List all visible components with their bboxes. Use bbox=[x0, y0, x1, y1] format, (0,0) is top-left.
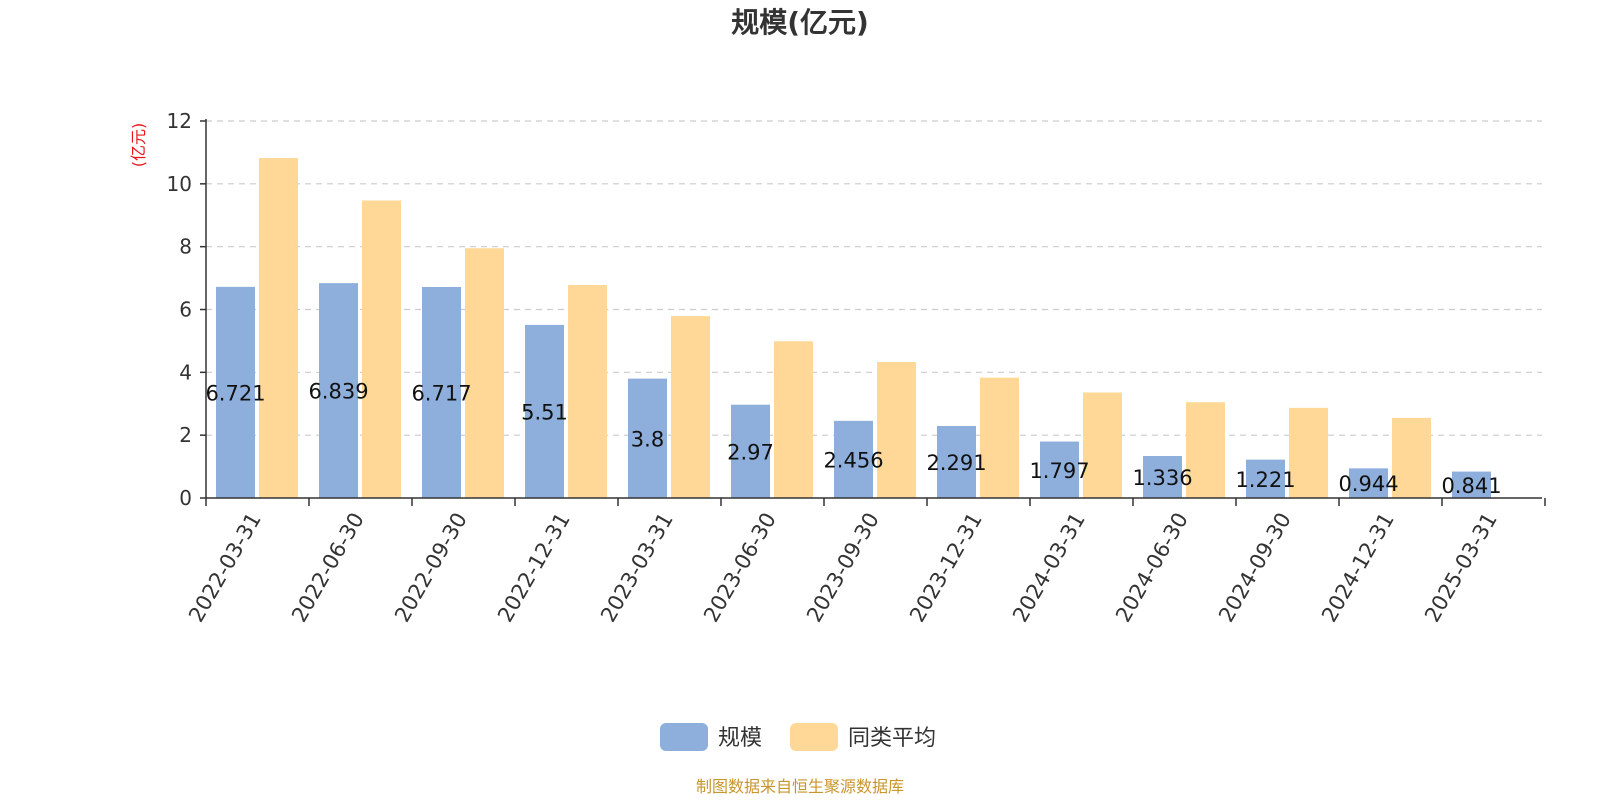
x-tick-label: 2022-06-30 bbox=[287, 509, 369, 627]
data-label-scale: 2.97 bbox=[727, 440, 774, 464]
bar-scale bbox=[628, 378, 667, 498]
y-tick-label: 0 bbox=[179, 486, 192, 510]
bar-peer-average bbox=[1392, 417, 1431, 498]
bar-peer-average bbox=[1083, 392, 1122, 498]
legend-swatch-peer-average bbox=[790, 723, 838, 751]
y-tick-label: 6 bbox=[179, 298, 192, 322]
data-label-scale: 6.721 bbox=[205, 381, 265, 405]
data-label-scale: 1.336 bbox=[1132, 466, 1192, 490]
y-tick-label: 2 bbox=[179, 423, 192, 447]
data-label-scale: 3.8 bbox=[631, 427, 664, 451]
x-tick-label: 2023-09-30 bbox=[802, 509, 884, 627]
bar-scale bbox=[1040, 441, 1079, 498]
data-label-scale: 0.841 bbox=[1441, 474, 1501, 498]
bar-scale bbox=[1452, 471, 1491, 498]
bar-scale bbox=[525, 324, 564, 498]
bar-scale bbox=[1349, 468, 1388, 498]
y-axis-unit: (亿元) bbox=[129, 123, 148, 168]
chart-title: 规模(亿元) bbox=[731, 6, 869, 39]
x-axis: 2022-03-31 2022-06-30 2022-09-30 2022-12-31… bbox=[184, 497, 1546, 627]
bar-scale bbox=[937, 426, 976, 498]
x-tick-label: 2022-12-31 bbox=[493, 509, 575, 627]
x-tick-label: 2024-03-31 bbox=[1008, 509, 1090, 627]
bar-peer-average bbox=[568, 284, 607, 498]
bar-scale bbox=[834, 420, 873, 498]
data-label-scale: 6.839 bbox=[308, 380, 368, 404]
bar-peer-average bbox=[362, 200, 401, 498]
bar-peer-average bbox=[259, 158, 298, 499]
data-label-scale: 1.797 bbox=[1029, 459, 1089, 483]
data-label-scale: 5.51 bbox=[521, 400, 568, 424]
bar-scale bbox=[1246, 459, 1285, 498]
source-note: 制图数据来自恒生聚源数据库 bbox=[696, 777, 904, 796]
y-tick-label: 8 bbox=[179, 235, 192, 259]
data-label-scale: 1.221 bbox=[1235, 468, 1295, 492]
legend-swatch-scale bbox=[660, 723, 708, 751]
bar-scale bbox=[1143, 456, 1182, 498]
bar-peer-average bbox=[671, 316, 710, 498]
x-tick-label: 2023-03-31 bbox=[596, 509, 678, 627]
bar-scale bbox=[216, 286, 255, 498]
bar-peer-average bbox=[465, 248, 504, 498]
y-tick-label: 4 bbox=[179, 360, 192, 384]
bar-scale bbox=[731, 404, 770, 498]
bars: 6.721 6.839 6.717 5.51 3.8 2.97 2.456 2.291 1.79… bbox=[205, 158, 1502, 499]
y-axis: 0 2 4 6 8 10 12 bbox=[167, 109, 207, 510]
legend: 规模 同类平均 bbox=[660, 723, 936, 751]
bar-peer-average bbox=[1186, 402, 1225, 498]
bar-peer-average bbox=[980, 377, 1019, 498]
bar-scale bbox=[422, 286, 461, 498]
data-label-scale: 6.717 bbox=[411, 381, 471, 405]
x-tick-label: 2025-03-31 bbox=[1420, 509, 1502, 627]
bar-peer-average bbox=[1289, 407, 1328, 498]
grid-lines bbox=[206, 120, 1542, 436]
data-label-scale: 2.291 bbox=[926, 451, 986, 475]
data-label-scale: 2.456 bbox=[823, 448, 883, 472]
x-tick-label: 2024-12-31 bbox=[1317, 509, 1399, 627]
legend-label-scale: 规模 bbox=[718, 726, 762, 751]
y-tick-label: 10 bbox=[167, 172, 192, 196]
bar-peer-average bbox=[774, 341, 813, 498]
x-tick-label: 2024-09-30 bbox=[1214, 509, 1296, 627]
x-tick-label: 2023-12-31 bbox=[905, 509, 987, 627]
x-tick-label: 2022-09-30 bbox=[390, 509, 472, 627]
bar-peer-average bbox=[877, 361, 916, 498]
x-tick-label: 2024-06-30 bbox=[1111, 509, 1193, 627]
y-tick-label: 12 bbox=[167, 109, 192, 133]
legend-label-peer-average: 同类平均 bbox=[848, 726, 936, 751]
bar-scale bbox=[319, 283, 358, 498]
x-tick-label: 2023-06-30 bbox=[699, 509, 781, 627]
data-label-scale: 0.944 bbox=[1338, 472, 1398, 496]
x-tick-label: 2022-03-31 bbox=[184, 509, 266, 627]
